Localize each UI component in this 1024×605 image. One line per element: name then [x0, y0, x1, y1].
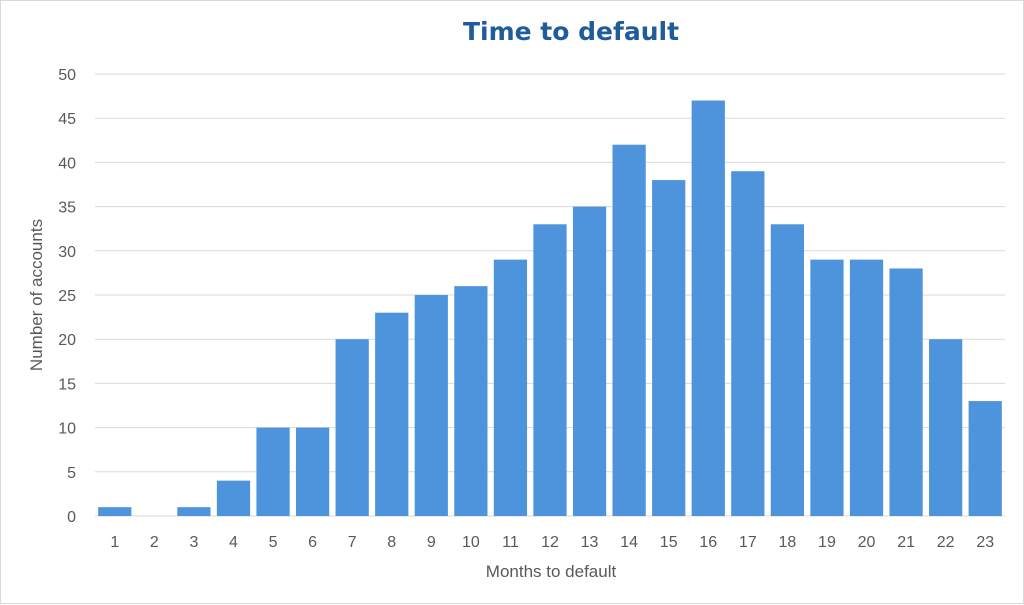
x-tick-label: 22 [937, 534, 955, 551]
y-tick-label: 30 [58, 244, 76, 261]
y-tick-labels: 0 5 10 15 20 25 30 35 40 45 50 [58, 67, 76, 526]
bar [256, 427, 290, 516]
bar [691, 100, 725, 517]
x-tick-label: 16 [699, 534, 717, 551]
bars [98, 100, 1002, 517]
x-tick-label: 10 [462, 534, 480, 551]
y-tick-label: 0 [67, 509, 76, 526]
x-tick-label: 8 [387, 534, 396, 551]
bar [770, 224, 805, 516]
x-tick-label: 14 [620, 534, 638, 551]
bar [652, 180, 686, 516]
x-tick-label: 18 [778, 534, 796, 551]
x-tick-label: 1 [110, 534, 119, 551]
x-tick-label: 19 [818, 534, 836, 551]
y-axis-label: Number of accounts [27, 219, 46, 371]
x-tick-label: 4 [229, 534, 238, 551]
bar [454, 286, 488, 516]
x-tick-label: 5 [269, 534, 278, 551]
bar [849, 259, 884, 516]
x-tick-label: 7 [348, 534, 357, 551]
bar [929, 339, 963, 516]
x-tick-label: 3 [189, 534, 198, 551]
x-tick-label: 6 [308, 534, 317, 551]
bar [98, 507, 132, 516]
chart-title: Time to default [462, 17, 680, 46]
bar [493, 259, 528, 516]
x-axis-label: Months to default [486, 562, 617, 581]
x-tick-label: 15 [660, 534, 678, 551]
bar [375, 312, 409, 516]
x-tick-labels: 1 2 3 4 5 6 7 8 9 10 11 12 13 14 15 16 17 18 19 20 21 22 23 [110, 534, 994, 551]
x-tick-label: 2 [150, 534, 159, 551]
y-tick-label: 35 [58, 200, 76, 217]
y-tick-label: 5 [67, 465, 76, 482]
y-tick-label: 20 [58, 332, 76, 349]
bar [810, 259, 844, 516]
x-tick-label: 13 [581, 534, 599, 551]
y-tick-label: 15 [58, 376, 76, 393]
bar [612, 144, 646, 516]
y-tick-label: 45 [58, 111, 76, 128]
bar [295, 427, 330, 516]
bar [414, 295, 448, 516]
x-tick-label: 17 [739, 534, 757, 551]
bar [572, 206, 607, 516]
x-tick-label: 20 [858, 534, 876, 551]
x-tick-label: 11 [502, 534, 519, 551]
bar [731, 171, 765, 517]
bar [889, 268, 923, 516]
x-tick-label: 12 [541, 534, 559, 551]
y-tick-label: 50 [58, 67, 76, 84]
y-tick-label: 40 [58, 155, 76, 172]
bar [335, 339, 369, 516]
x-tick-label: 23 [976, 534, 994, 551]
bar [177, 507, 211, 516]
bar [533, 224, 567, 516]
bar [216, 480, 251, 516]
y-tick-label: 10 [58, 421, 76, 438]
y-tick-label: 25 [58, 288, 76, 305]
x-tick-label: 21 [897, 534, 915, 551]
x-tick-label: 9 [427, 534, 436, 551]
bar [968, 401, 1002, 516]
